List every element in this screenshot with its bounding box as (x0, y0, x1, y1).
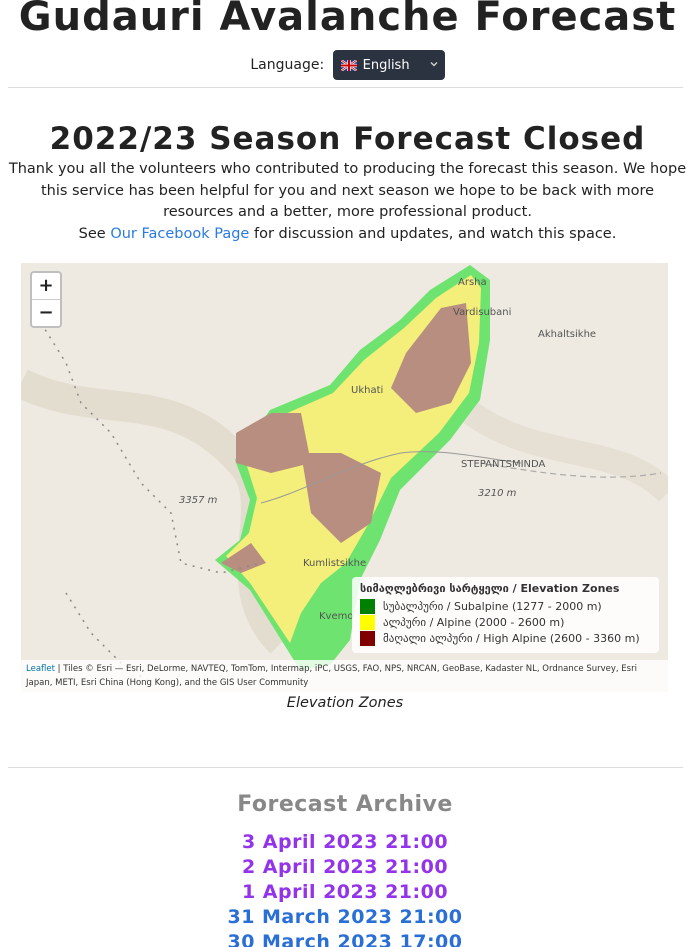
legend-title: სიმაღლებრივი სარტყელი / Elevation Zones (360, 582, 620, 595)
language-label: Language: (250, 57, 325, 73)
site-title: Gudauri Avalanche Forecast (18, 0, 677, 40)
zoom-control: + − (30, 271, 62, 328)
archive-link[interactable]: 30 March 2023 17:00 (227, 931, 463, 947)
archive-link[interactable]: 2 April 2023 21:00 (241, 856, 449, 878)
legend-items: სუბალპური / Subalpine (1277 - 2000 m) ალპ… (360, 598, 651, 646)
legend-swatch (360, 614, 375, 630)
caret-icon (430, 61, 438, 67)
leaflet-link[interactable]: Leaflet (26, 664, 55, 674)
legend-item: სუბალპური / Subalpine (1277 - 2000 m) (360, 598, 651, 614)
map-label: Vardisubani (453, 307, 512, 318)
language-row: Language: English (0, 50, 695, 80)
archive-link[interactable]: 31 March 2023 21:00 (227, 906, 463, 928)
legend-label: ალპური / Alpine (2000 - 2600 m) (383, 615, 565, 629)
notice-text: Thank you all the volunteers who contrib… (8, 161, 687, 220)
legend-label: მაღალი ალპური / High Alpine (2600 - 3360… (383, 631, 640, 645)
legend-item: მაღალი ალპური / High Alpine (2600 - 3360… (360, 630, 651, 646)
map-label: Akhaltsikhe (538, 329, 597, 340)
map[interactable]: + − Arsha Vardisubani Akhaltsikhe Ukhati STE… (21, 263, 668, 692)
archive-link[interactable]: 3 April 2023 21:00 (241, 831, 449, 853)
zoom-out[interactable]: − (32, 299, 60, 326)
map-label: Kumlistsikhe (303, 558, 367, 569)
map-label: Kvemo (319, 611, 354, 622)
attribution: Leaflet | Tiles © Esri — Esri, DeLorme, … (21, 660, 668, 692)
language-option: English (362, 57, 410, 73)
notice-see: See Our Facebook Page for discussion and… (8, 224, 687, 246)
map-label: Arsha (458, 277, 487, 288)
legend-item: ალპური / Alpine (2000 - 2600 m) (360, 614, 651, 630)
map-label: 3357 m (179, 495, 218, 506)
attribution-text: | Tiles © Esri — Esri, DeLorme, NAVTEQ, … (26, 664, 637, 688)
map-label: Ukhati (351, 385, 384, 396)
language-select[interactable]: English (332, 50, 445, 80)
legend-swatch (360, 598, 375, 614)
flag-icon (340, 59, 357, 71)
map-label: 3210 m (478, 488, 517, 499)
map-caption: Elevation Zones (286, 695, 404, 711)
divider (8, 87, 683, 88)
divider (8, 767, 683, 768)
archive-list: 3 April 2023 21:00 2 April 2023 21:00 1 Ap… (0, 830, 690, 947)
zoom-in[interactable]: + (38, 275, 54, 296)
see-suffix: for discussion and updates, and watch th… (253, 226, 617, 242)
legend-swatch (360, 630, 375, 646)
archive-link[interactable]: 1 April 2023 21:00 (241, 881, 449, 903)
see-prefix: See (78, 226, 106, 242)
facebook-link[interactable]: Our Facebook Page (110, 226, 250, 242)
legend: სიმაღლებრივი სარტყელი / Elevation Zones … (352, 577, 659, 653)
map-label: STEPANTSMINDA (461, 459, 546, 470)
legend-label: სუბალპური / Subalpine (1277 - 2000 m) (383, 599, 602, 613)
archive-title: Forecast Archive (237, 792, 453, 817)
notice-title: 2022/23 Season Forecast Closed (49, 121, 646, 157)
